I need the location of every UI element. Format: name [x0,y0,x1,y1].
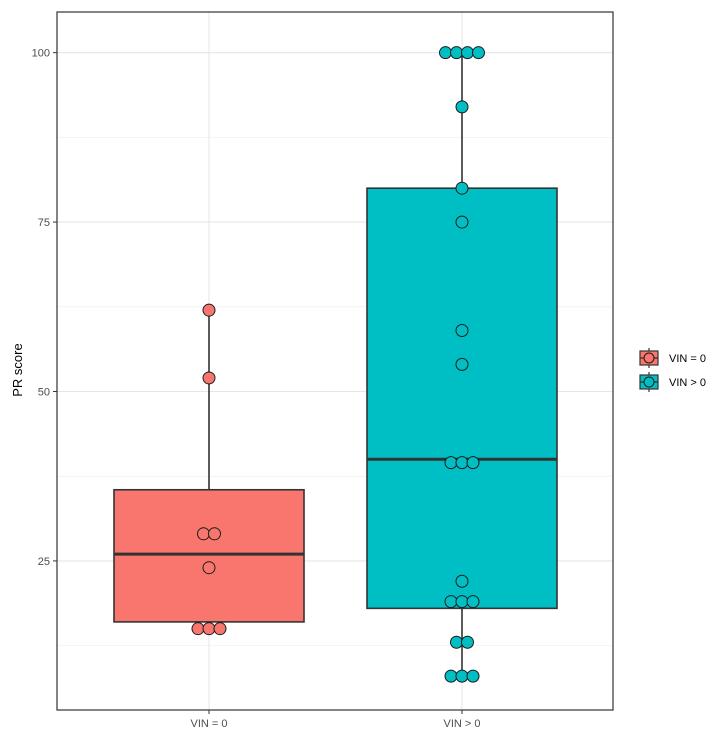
legend-label: VIN = 0 [669,353,706,365]
y-tick-label: 75 [38,217,50,229]
data-point [455,100,469,114]
box [113,488,305,623]
data-point [191,622,205,636]
data-point [466,669,480,683]
data-point [455,215,469,229]
data-point [455,324,469,338]
data-point [202,622,216,636]
data-point [208,527,221,541]
panel-border [56,11,614,711]
data-point [461,635,474,649]
data-point [450,46,463,60]
x-tick-label: VIN = 0 [191,718,228,730]
data-point [455,456,469,470]
data-point [466,456,480,470]
data-point [461,46,474,60]
point-layer [191,46,485,683]
y-axis-title: PR score [10,343,25,396]
data-point [213,622,227,636]
y-tick-label: 50 [38,386,50,398]
data-point [455,595,469,609]
data-point [197,527,210,541]
axis-layer: 25 50 75 100 VIN = 0 VIN > 0 [32,48,481,730]
data-point [202,371,216,385]
data-point [202,303,216,317]
data-point [455,357,469,371]
y-tick-label: 25 [38,556,50,568]
legend-key-point [643,376,655,388]
data-point [472,46,485,60]
data-point [444,669,458,683]
box [366,187,558,610]
legend: VIN = 0 VIN > 0 [639,348,706,392]
data-point [202,561,216,575]
data-point [466,595,480,609]
data-point [444,456,458,470]
box-layer [113,52,558,677]
legend-key-point [643,352,655,364]
data-point [444,595,458,609]
data-point [455,669,469,683]
legend-label: VIN > 0 [669,377,706,389]
x-tick-label: VIN > 0 [444,718,481,730]
data-point [455,181,469,195]
data-point [439,46,452,60]
data-point [450,635,463,649]
y-tick-label: 100 [32,48,50,60]
data-point [455,574,469,588]
